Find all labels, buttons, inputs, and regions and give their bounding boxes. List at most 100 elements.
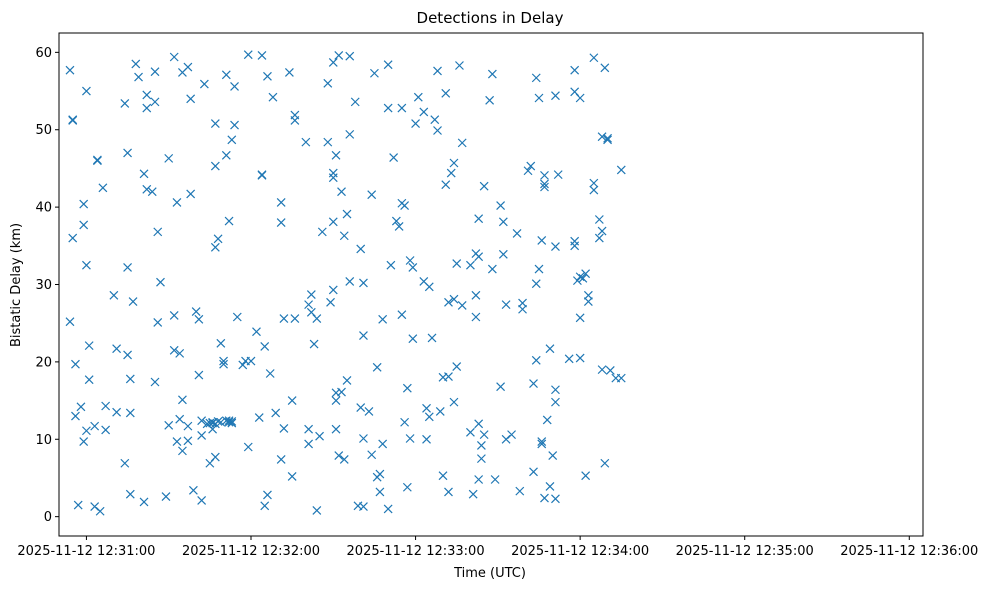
- data-point: [210, 161, 220, 171]
- data-point: [150, 67, 160, 77]
- data-point: [545, 482, 555, 491]
- data-point: [279, 314, 289, 323]
- data-point: [276, 198, 286, 207]
- data-point: [391, 216, 401, 226]
- data-point: [161, 492, 171, 501]
- data-point: [616, 165, 626, 175]
- data-point: [572, 276, 582, 286]
- x-axis-label: Time (UTC): [453, 566, 526, 581]
- data-point: [408, 263, 418, 272]
- data-point: [276, 454, 286, 464]
- data-point: [364, 406, 374, 416]
- data-point: [147, 187, 157, 197]
- data-point: [172, 437, 182, 447]
- data-point: [337, 187, 346, 197]
- data-point: [603, 135, 612, 145]
- data-point: [254, 413, 264, 423]
- data-point: [553, 170, 563, 180]
- data-point: [452, 362, 462, 371]
- y-axis: 0 10 20 30 40 50 60: [35, 46, 59, 525]
- data-point: [221, 70, 231, 80]
- data-point: [301, 137, 311, 147]
- data-point: [589, 53, 599, 63]
- data-point: [326, 297, 335, 307]
- data-point: [444, 487, 453, 497]
- data-point: [427, 333, 437, 343]
- data-point: [496, 201, 506, 210]
- data-point: [142, 90, 152, 100]
- data-point: [581, 269, 591, 279]
- data-point: [496, 382, 506, 392]
- data-point: [345, 276, 355, 286]
- data-point: [575, 272, 585, 282]
- data-point: [551, 91, 560, 101]
- data-point: [430, 115, 440, 125]
- data-point: [71, 411, 80, 421]
- data-point: [435, 406, 445, 416]
- data-point: [383, 504, 393, 514]
- x-tick-label: 2025-11-12 12:36:00: [840, 544, 978, 559]
- data-point: [304, 439, 314, 449]
- data-point: [359, 434, 368, 443]
- data-point: [594, 215, 604, 224]
- data-point: [540, 182, 549, 192]
- data-point: [413, 92, 423, 102]
- data-point: [449, 397, 459, 407]
- x-axis: 2025-11-12 12:31:00 2025-11-12 12:32:00 20…: [17, 536, 978, 559]
- data-point: [290, 116, 300, 125]
- data-point: [312, 314, 322, 323]
- y-tick-label: 60: [35, 46, 52, 61]
- data-point: [397, 310, 407, 320]
- data-point: [474, 252, 484, 262]
- data-point: [474, 475, 484, 484]
- data-point: [128, 297, 138, 306]
- data-point: [424, 282, 434, 292]
- data-point: [507, 430, 516, 440]
- data-point: [317, 227, 327, 237]
- y-tick-label: 40: [35, 201, 52, 216]
- data-point: [378, 314, 388, 324]
- data-point: [359, 502, 368, 512]
- data-point: [581, 471, 591, 481]
- data-point: [342, 209, 352, 219]
- data-point: [260, 341, 270, 351]
- data-point: [498, 249, 508, 259]
- data-point: [337, 387, 346, 397]
- data-point: [216, 338, 226, 348]
- x-tick-label: 2025-11-12 12:34:00: [511, 544, 649, 559]
- data-point: [139, 169, 149, 179]
- data-point: [449, 294, 459, 304]
- data-point: [125, 489, 135, 499]
- data-point: [224, 417, 234, 427]
- data-point: [575, 353, 585, 363]
- data-point: [600, 63, 610, 73]
- data-point: [446, 168, 456, 178]
- data-point: [455, 61, 464, 70]
- data-point: [402, 482, 412, 492]
- data-point: [548, 451, 558, 460]
- data-point: [76, 402, 86, 412]
- data-point: [487, 264, 497, 274]
- data-point: [90, 421, 100, 431]
- data-point: [150, 97, 160, 107]
- data-point: [537, 235, 547, 245]
- data-point: [468, 489, 478, 499]
- data-point: [79, 220, 89, 230]
- data-point: [616, 373, 626, 383]
- data-point: [534, 264, 544, 274]
- data-point: [120, 458, 130, 468]
- data-point: [389, 153, 399, 163]
- data-point: [405, 256, 415, 265]
- data-point: [589, 185, 599, 195]
- data-point: [402, 383, 412, 393]
- data-point: [372, 362, 382, 372]
- data-point: [257, 51, 267, 60]
- data-point: [339, 454, 349, 464]
- data-point: [471, 290, 481, 300]
- data-point: [383, 103, 393, 113]
- data-point: [142, 103, 152, 113]
- data-point: [457, 138, 467, 148]
- data-point: [334, 451, 344, 460]
- data-point: [183, 436, 193, 446]
- data-point: [271, 408, 281, 418]
